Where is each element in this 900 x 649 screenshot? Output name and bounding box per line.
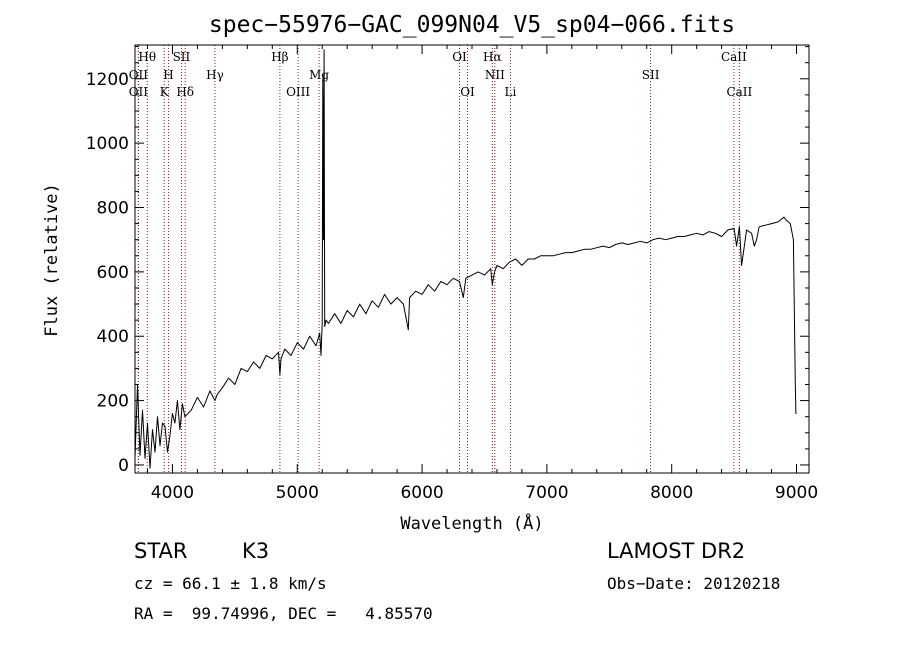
x-tick-label: 7000: [525, 483, 568, 503]
spectral-line-label: Hθ: [138, 50, 156, 64]
plot-frame: [134, 44, 810, 474]
spectral-line-label: Hβ: [271, 50, 288, 64]
x-tick-label: 5000: [276, 483, 319, 503]
y-tick-label: 0: [118, 456, 129, 476]
spectral-line-label: OI: [460, 85, 475, 99]
chart-title: spec−55976−GAC_099N04_V5_sp04−066.fits: [209, 12, 735, 38]
y-tick-label: 200: [97, 392, 129, 412]
spectral-line-label: H: [163, 68, 173, 82]
spectral-line-label: Hδ: [176, 85, 194, 99]
spectral-line-label: K: [160, 85, 170, 99]
x-tick-label: 4000: [151, 483, 194, 503]
y-tick-label: 400: [97, 327, 129, 347]
object-subclass: K3: [242, 539, 270, 563]
obs-date-text: Obs−Date: 20120218: [607, 574, 781, 593]
spectral-line-label: OII: [129, 68, 149, 82]
x-tick-label: 9000: [775, 483, 818, 503]
spectral-line-label: Mg: [309, 68, 329, 82]
x-tick-label: 8000: [650, 483, 693, 503]
series-layer: [134, 49, 797, 469]
spectral-line-label: Li: [505, 85, 517, 99]
spectral-line-label: OII: [129, 85, 149, 99]
spectral-lines-layer: [137, 45, 740, 473]
spectral-line-label: Hγ: [206, 68, 224, 82]
spectral-line-label: SII: [173, 50, 191, 64]
spectral-line-label: OIII: [286, 85, 310, 99]
y-tick-label: 1200: [86, 70, 129, 90]
survey-label: LAMOST DR2: [607, 539, 746, 563]
spectral-line-label: SII: [642, 68, 660, 82]
redshift-text: cz = 66.1 ± 1.8 km/s: [134, 574, 327, 593]
object-class: STAR: [134, 539, 188, 563]
y-axis-label: Flux (relative): [42, 183, 62, 337]
spectral-line-label: Hα: [483, 50, 502, 64]
spectral-line-label: CaII: [721, 50, 747, 64]
spectrum-series-line: [134, 49, 797, 469]
y-tick-label: 1000: [86, 134, 129, 154]
y-tick-label: 600: [97, 263, 129, 283]
x-tick-label: 6000: [400, 483, 443, 503]
spectral-line-label: OI: [452, 50, 467, 64]
x-axis: 4000 5000 6000 7000 8000 9000: [146, 45, 818, 503]
y-axis: 0 200 400 600 800 1000 1200: [86, 46, 809, 476]
coordinates-text: RA = 99.74996, DEC = 4.85570: [134, 604, 433, 623]
spectral-line-label: CaII: [726, 85, 752, 99]
spectral-line-label: NII: [485, 68, 505, 82]
y-tick-label: 800: [97, 199, 129, 219]
x-axis-label: Wavelength (Å): [400, 512, 543, 534]
